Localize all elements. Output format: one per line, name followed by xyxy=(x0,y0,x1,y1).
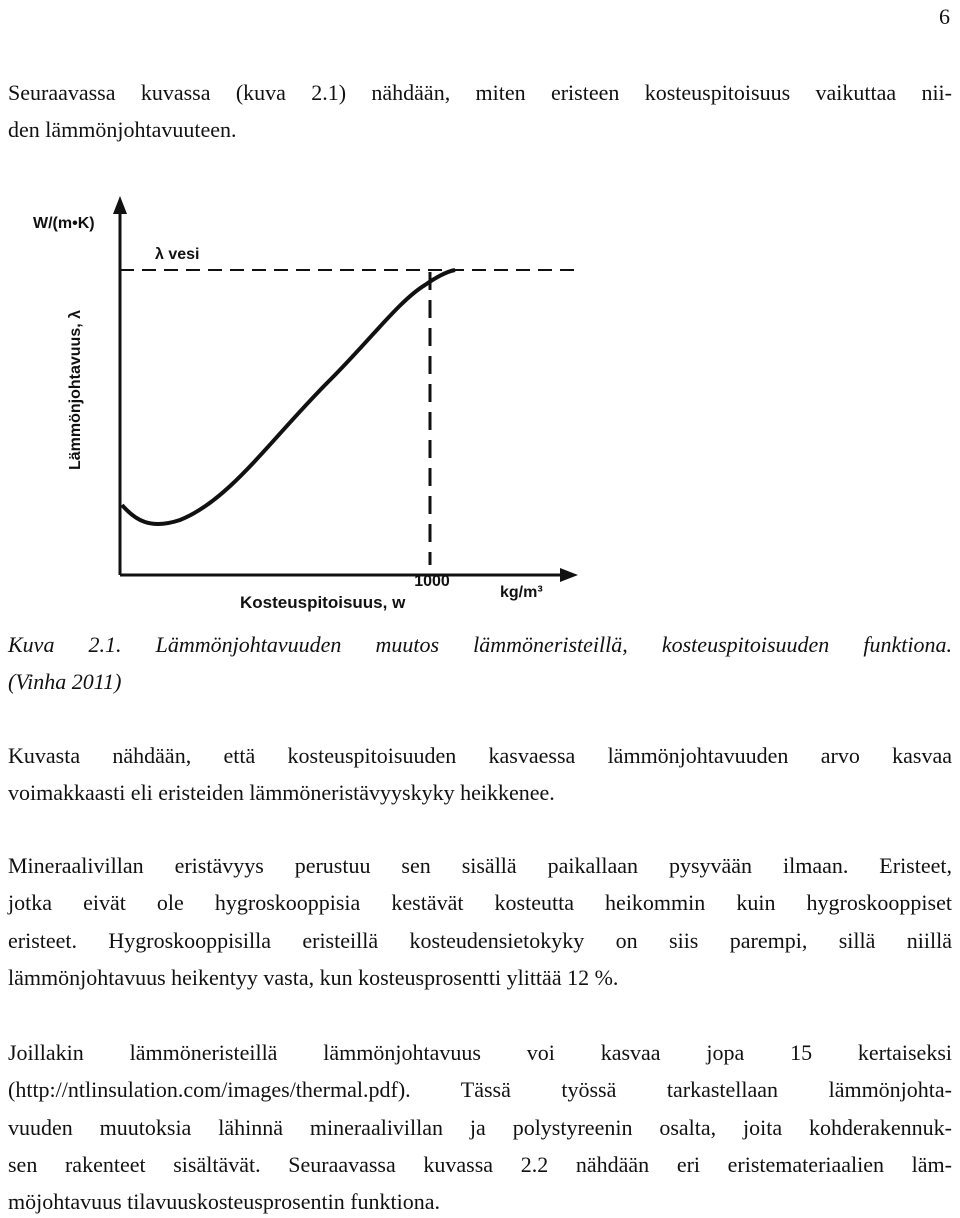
text-line: (http://ntlinsulation.com/images/thermal… xyxy=(8,1077,952,1103)
arrow xyxy=(560,568,578,582)
text-line: sen rakenteet sisältävät. Seuraavassa ku… xyxy=(8,1151,952,1177)
x-unit: kg/m³ xyxy=(500,584,543,601)
text-line: Joillakin lämmöneristeillä lämmönjohtavu… xyxy=(8,1040,952,1065)
curve xyxy=(120,268,456,526)
y-axis-label: Lämmönjohtavuus, λ xyxy=(67,310,84,470)
text-line: vuuden muutoksia lähinnä mineraalivillan… xyxy=(8,1114,952,1140)
x-axis-label: Kosteuspitoisuus, w xyxy=(240,593,406,612)
text-line: Seuraavassa kuvassa (kuva 2.1) nähdään, … xyxy=(8,80,952,105)
caption-line: Kuva 2.1. Lämmönjohtavuuden muutos lämmö… xyxy=(8,632,952,657)
page-number: 6 xyxy=(939,4,950,29)
text-line: jotka eivät ole hygroskooppisia kestävät… xyxy=(8,890,952,916)
text-line: eristeet. Hygroskooppisilla eristeillä k… xyxy=(8,927,952,953)
text-line: Mineraalivillan eristävyys perustuu sen … xyxy=(8,853,952,878)
x-marker: 1000 xyxy=(414,573,450,590)
text-line: den lämmönjohtavuuteen. xyxy=(8,117,237,142)
text-line: Kuvasta nähdään, että kosteuspitoisuuden… xyxy=(8,743,952,768)
caption-line: (Vinha 2011) xyxy=(8,669,122,694)
figure: W/(m•K) λ vesi Lämmönjohtavuus, λ 1000 K… xyxy=(33,196,578,612)
text-line: möjohtavuus tilavuuskosteusprosentin fun… xyxy=(8,1189,441,1215)
text-line: voimakkaasti eli eristeiden lämmöneristä… xyxy=(8,780,555,806)
arrow xyxy=(113,196,127,214)
text-line: lämmönjohtavuus heikentyy vasta, kun kos… xyxy=(8,964,619,990)
reference-label: λ vesi xyxy=(155,246,199,263)
y-unit: W/(m•K) xyxy=(33,215,95,232)
